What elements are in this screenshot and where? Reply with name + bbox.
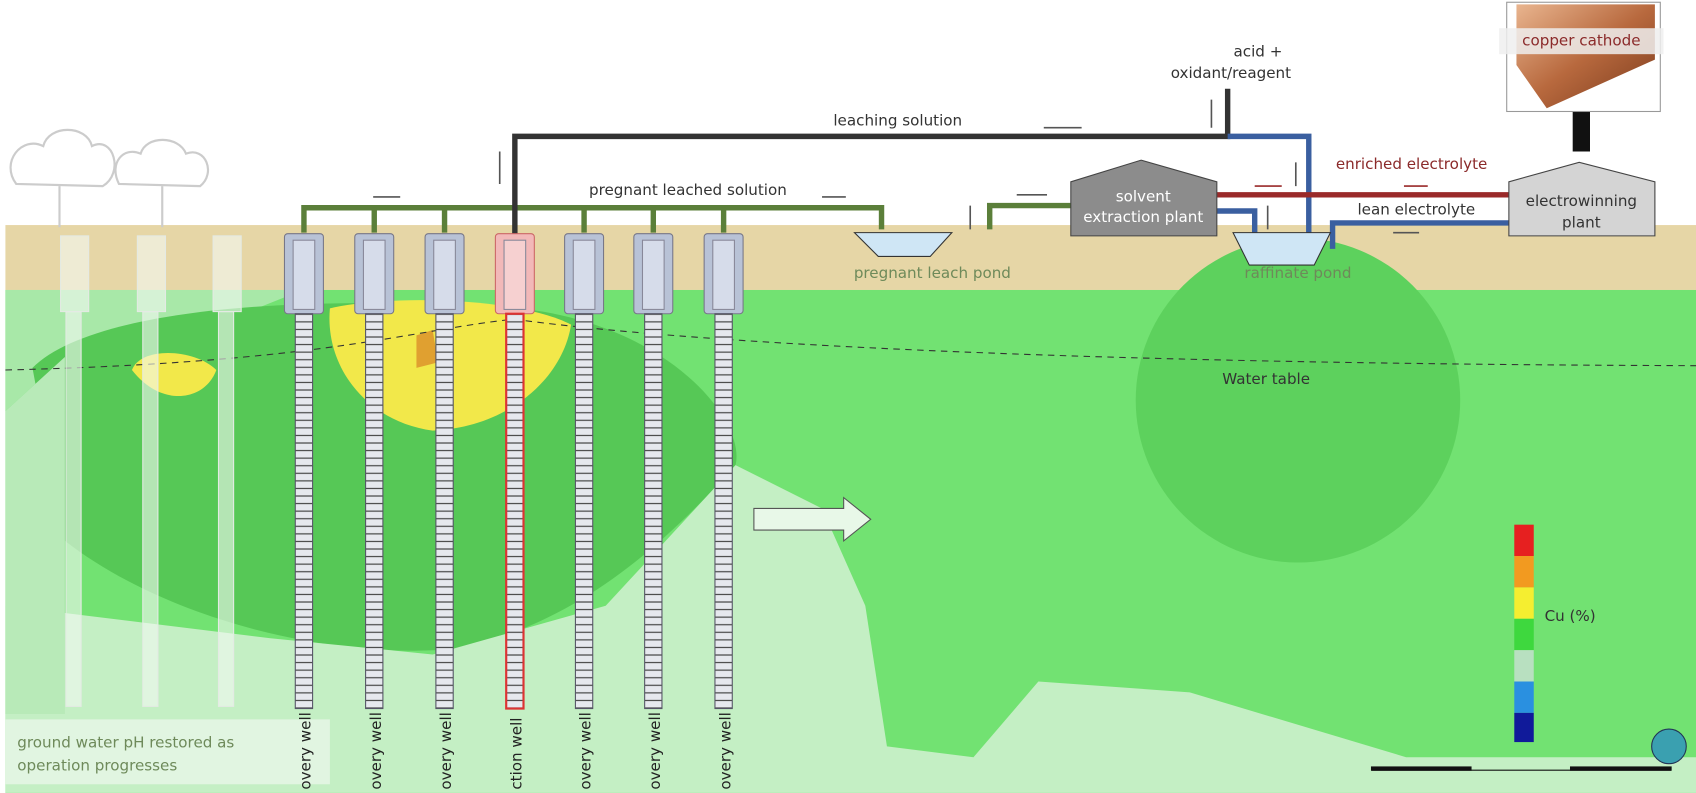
- note: ground water pH restored as: [17, 734, 234, 752]
- well-screen: [435, 313, 454, 710]
- well-inner: [572, 239, 596, 310]
- ew-plant: [1508, 161, 1656, 237]
- zone: [5, 465, 1696, 793]
- zone: [5, 357, 65, 714]
- label-bg: [1499, 28, 1664, 55]
- well-label: ction well: [508, 717, 526, 789]
- label: pregnant leached solution: [589, 181, 787, 199]
- well-inner: [503, 239, 527, 310]
- zone: [32, 303, 737, 651]
- pond: [1232, 232, 1332, 266]
- well-inner: [712, 239, 735, 310]
- label: copper cathode: [1522, 32, 1640, 50]
- well-screen: [644, 313, 663, 710]
- well-label: overy well: [577, 712, 595, 790]
- well-label: overy well: [367, 712, 385, 790]
- water-table-label: Water table: [1222, 370, 1310, 388]
- label: plant: [1562, 213, 1601, 231]
- pond: [853, 232, 954, 257]
- label: leaching solution: [833, 112, 962, 130]
- label: oxidant/reagent: [1171, 64, 1291, 82]
- restored-wells: [60, 235, 242, 707]
- flow-arrows: [373, 99, 1420, 234]
- label: enriched electrolyte: [1336, 155, 1488, 173]
- well-label: overy well: [297, 712, 315, 790]
- sx-plant: [1070, 159, 1218, 237]
- trees: [9, 128, 210, 228]
- label: electrowinning: [1526, 192, 1637, 210]
- globe: [1651, 728, 1687, 765]
- label: extraction plant: [1083, 208, 1203, 226]
- copper-zone: [416, 329, 439, 368]
- label: lean electrolyte: [1357, 200, 1475, 218]
- well-label: overy well: [437, 712, 455, 790]
- legend: [1514, 524, 1534, 743]
- well-screen: [294, 313, 314, 710]
- soil: [5, 225, 1696, 290]
- well-inner: [641, 239, 665, 310]
- pipes: [301, 88, 1509, 249]
- label: pregnant leach pond: [854, 264, 1011, 282]
- well-screen: [714, 313, 733, 710]
- note-box: [5, 719, 330, 785]
- zone: [1135, 238, 1461, 563]
- well-label: overy well: [716, 712, 734, 790]
- label: raffinate pond: [1244, 264, 1351, 282]
- legend-title: Cu (%): [1545, 607, 1596, 625]
- well-screen: [365, 313, 384, 710]
- well-inner: [433, 239, 456, 310]
- well-inner: [292, 239, 316, 310]
- well-label: overy well: [646, 712, 664, 790]
- well-screen: [505, 312, 525, 710]
- scale-bar: [1370, 766, 1672, 771]
- arrow: [753, 496, 872, 543]
- note: operation progresses: [17, 756, 177, 774]
- well-screen: [574, 313, 594, 710]
- well-inner: [362, 239, 386, 310]
- label: solvent: [1116, 187, 1171, 205]
- label: acid +: [1234, 43, 1283, 61]
